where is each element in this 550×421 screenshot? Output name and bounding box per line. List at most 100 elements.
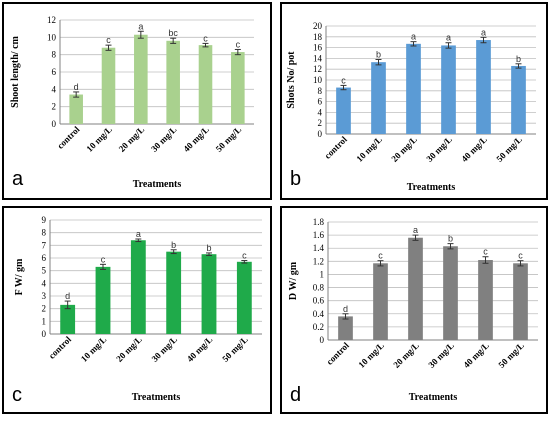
bar xyxy=(166,40,180,124)
significance-letter: d xyxy=(343,304,348,314)
y-axis-label: Shots No/ pot xyxy=(286,51,297,109)
y-tick-label: 1.2 xyxy=(313,256,324,266)
y-tick-label: 0.6 xyxy=(313,296,325,306)
bar xyxy=(443,246,458,340)
bar xyxy=(231,52,245,124)
significance-letter: c xyxy=(236,39,241,49)
significance-letter: a xyxy=(446,33,451,43)
chart-svg-d: 0 0.2 0.4 0.6 0.8 1 1.2 1.4 1.6 1.8 d control c 10 mg… xyxy=(288,217,538,403)
bar xyxy=(201,254,217,334)
bar xyxy=(373,263,388,340)
bar xyxy=(513,263,528,340)
bar xyxy=(69,94,83,124)
y-tick-label: 8 xyxy=(318,86,323,96)
x-tick-label: 20 mg/L xyxy=(391,340,421,370)
y-tick-label: 4 xyxy=(52,84,57,94)
x-tick-label: control xyxy=(323,134,350,161)
significance-letter: b xyxy=(448,234,453,244)
chart-panel-a: 0 2 4 6 8 10 12 d control c 10 mg/L a 20 mg/L bc 30 mg… xyxy=(2,2,272,200)
significance-letter: c xyxy=(203,33,208,43)
significance-letter: a xyxy=(481,27,486,37)
y-axis-label: D W/ gm xyxy=(288,261,299,300)
y-tick-label: 6 xyxy=(318,97,323,107)
y-tick-label: 4 xyxy=(42,278,47,288)
y-tick-label: 2 xyxy=(52,102,57,112)
x-tick-label: 50 mg/L xyxy=(496,340,526,370)
panel-label-d: d xyxy=(290,384,302,406)
x-tick-label: 10 mg/L xyxy=(84,124,114,154)
significance-letter: c xyxy=(483,247,488,257)
x-axis-label: Treatments xyxy=(133,179,182,190)
chart-panel-c: 0 1 2 3 4 5 6 7 8 9 d control c 10 mg/L a 20 mg/L b 30 mg… xyxy=(2,206,272,414)
y-tick-label: 7 xyxy=(42,240,47,250)
y-tick-label: 3 xyxy=(42,291,47,301)
x-tick-label: 20 mg/L xyxy=(389,134,419,164)
chart-svg-a: 0 2 4 6 8 10 12 d control c 10 mg/L a 20 mg/L bc 30 mg… xyxy=(10,15,254,190)
x-tick-label: 20 mg/L xyxy=(117,124,147,154)
y-tick-label: 0 xyxy=(320,335,325,345)
x-tick-label: 40 mg/L xyxy=(459,134,489,164)
y-tick-label: 20 xyxy=(313,21,323,31)
bar xyxy=(130,240,146,334)
x-tick-label: 50 mg/L xyxy=(220,334,250,364)
x-tick-label: 10 mg/L xyxy=(356,340,386,370)
significance-letter: bc xyxy=(168,28,178,38)
y-tick-label: 10 xyxy=(313,75,323,85)
y-tick-label: 2 xyxy=(318,118,323,128)
x-tick-label: 40 mg/L xyxy=(181,124,211,154)
significance-letter: b xyxy=(171,240,176,250)
x-tick-label: 50 mg/L xyxy=(214,124,244,154)
x-axis-label: Treatments xyxy=(132,392,181,403)
significance-letter: a xyxy=(413,225,418,235)
y-tick-label: 4 xyxy=(318,107,323,117)
x-axis-label: Treatments xyxy=(409,392,458,403)
bar xyxy=(166,251,182,334)
x-tick-label: 30 mg/L xyxy=(150,334,180,364)
bar xyxy=(371,62,386,134)
x-tick-label: 50 mg/L xyxy=(494,134,524,164)
y-tick-label: 1.6 xyxy=(313,230,325,240)
bar xyxy=(60,304,76,334)
x-tick-label: 30 mg/L xyxy=(149,124,179,154)
x-tick-label: 40 mg/L xyxy=(185,334,215,364)
y-tick-label: 2 xyxy=(42,304,47,314)
panel-label-c: c xyxy=(12,384,22,406)
significance-letter: b xyxy=(376,49,381,59)
y-tick-label: 9 xyxy=(42,215,47,225)
chart-panel-d: 0 0.2 0.4 0.6 0.8 1 1.2 1.4 1.6 1.8 d control c 10 mg… xyxy=(280,206,548,414)
significance-letter: c xyxy=(378,251,383,261)
x-tick-label: 20 mg/L xyxy=(114,334,144,364)
y-tick-label: 0.4 xyxy=(313,309,325,319)
y-tick-label: 8 xyxy=(42,228,47,238)
y-tick-label: 18 xyxy=(313,32,323,42)
significance-letter: c xyxy=(242,251,247,261)
x-axis-label: Treatments xyxy=(407,182,456,193)
bar xyxy=(134,34,148,124)
x-tick-label: 30 mg/L xyxy=(424,134,454,164)
y-tick-label: 10 xyxy=(47,32,57,42)
bar xyxy=(95,266,111,334)
x-tick-label: control xyxy=(55,124,82,151)
significance-letter: a xyxy=(138,21,143,31)
y-tick-label: 1.8 xyxy=(313,217,325,227)
bar xyxy=(338,316,353,340)
y-tick-label: 1 xyxy=(42,316,47,326)
significance-letter: b xyxy=(516,54,521,64)
x-tick-label: 30 mg/L xyxy=(426,340,456,370)
x-tick-label: control xyxy=(47,334,74,361)
bar xyxy=(511,65,526,134)
bar xyxy=(476,40,491,134)
y-axis-label: F W/ gm xyxy=(14,258,25,295)
y-tick-label: 1.4 xyxy=(313,243,325,253)
y-tick-label: 5 xyxy=(42,266,47,276)
significance-letter: c xyxy=(518,251,523,261)
y-tick-label: 0.8 xyxy=(313,283,325,293)
y-tick-label: 0.2 xyxy=(313,322,324,332)
y-tick-label: 0 xyxy=(42,329,47,339)
y-tick-label: 1 xyxy=(320,269,325,279)
chart-panel-b: 0 2 4 6 8 10 12 14 16 18 20 c control b 10 mg/L a 20 mg/… xyxy=(280,2,548,200)
bar xyxy=(236,261,252,334)
x-tick-label: 10 mg/L xyxy=(79,334,109,364)
bar xyxy=(101,47,116,124)
